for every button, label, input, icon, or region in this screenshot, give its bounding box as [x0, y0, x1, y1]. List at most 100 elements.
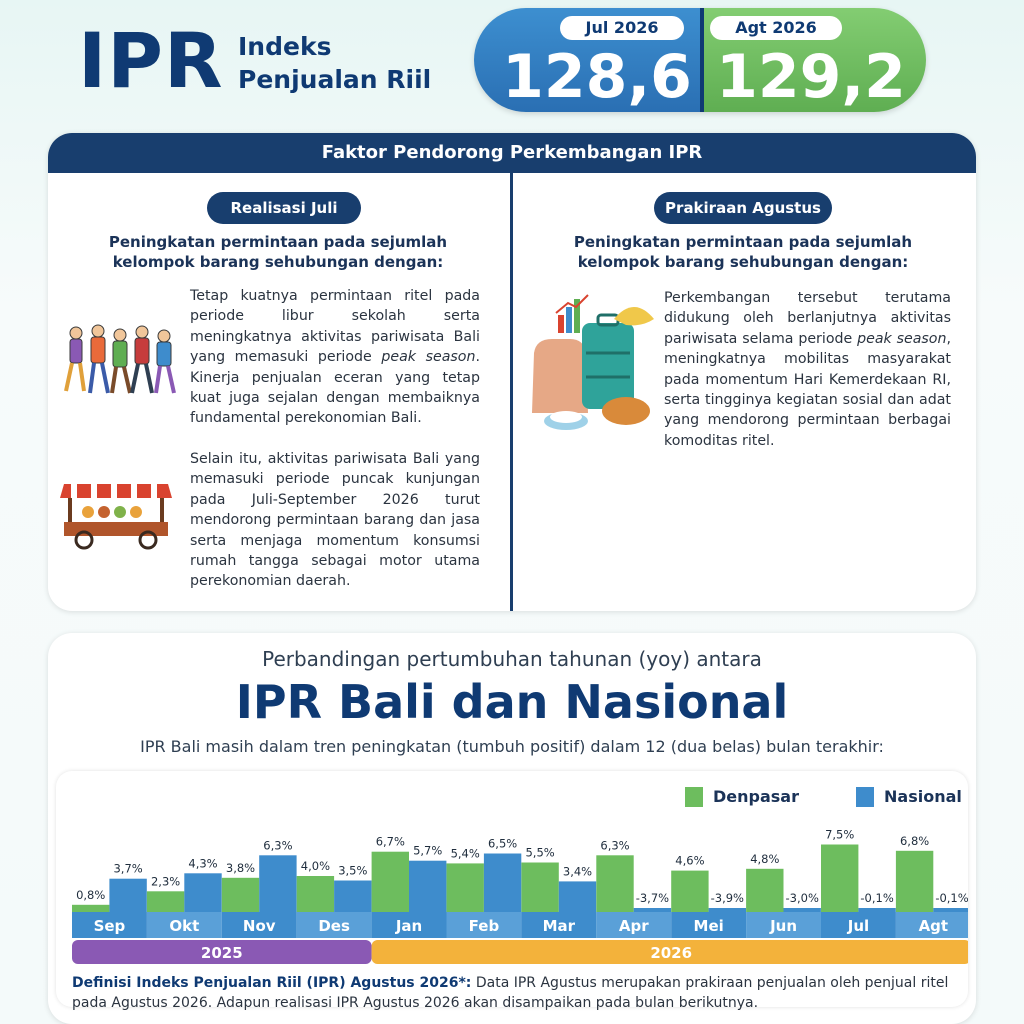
ipr-logo: IPR: [78, 16, 224, 105]
header-subtitle: Indeks Penjualan Riil: [238, 30, 431, 96]
curr-period-label: Agt 2026: [710, 16, 842, 40]
category-band-jul: [821, 912, 896, 938]
category-band-mei: [671, 912, 747, 938]
left-subhead: Peningkatan permintaan pada sejumlah kel…: [108, 233, 448, 271]
category-band-feb: [446, 912, 522, 938]
prev-ipr-value: 128,6: [502, 42, 692, 112]
category-band-okt: [146, 912, 222, 938]
data-label-denpasar-apr: 6,3%: [600, 838, 629, 852]
year-band-2025: [72, 940, 372, 964]
data-label-nasional-feb: 6,5%: [488, 837, 517, 851]
bar-nasional-mei: [708, 908, 746, 912]
data-label-denpasar-jan: 6,7%: [376, 835, 405, 849]
comparison-description: IPR Bali masih dalam tren peningkatan (t…: [140, 737, 884, 756]
year-band-2026: [371, 940, 968, 964]
bar-denpasar-sep: [72, 904, 110, 912]
badge-prakiraan: Prakiraan Agustus: [654, 192, 832, 224]
data-label-denpasar-jun: 4,8%: [750, 852, 779, 866]
bar-denpasar-nov: [221, 877, 260, 912]
category-band-des: [296, 912, 372, 938]
data-label-denpasar-mar: 5,5%: [525, 846, 554, 860]
data-label-denpasar-des: 4,0%: [301, 859, 330, 873]
category-band-nov: [221, 912, 297, 938]
people-walking-icon: [64, 324, 176, 394]
data-label-nasional-nov: 6,3%: [263, 838, 292, 852]
bar-nasional-mar: [558, 881, 597, 912]
pill-divider: [700, 8, 704, 112]
badge-realisasi: Realisasi Juli: [207, 192, 361, 224]
bar-nasional-agt: [933, 908, 968, 912]
category-label-nov: Nov: [243, 917, 276, 935]
left-paragraph-2: Selain itu, aktivitas pariwisata Bali ya…: [190, 451, 480, 590]
data-label-nasional-des: 3,5%: [338, 864, 367, 878]
left-paragraph-1: Tetap kuatnya permintaan ritel pada peri…: [190, 286, 480, 429]
category-band-jun: [746, 912, 821, 938]
right-para1-text-end: , meningkatnya mobilitas masyarakat pada…: [664, 330, 951, 449]
category-band-jan: [371, 912, 447, 938]
category-label-sep: Sep: [94, 917, 126, 935]
factors-title: Faktor Pendorong Perkembangan IPR: [48, 133, 976, 173]
right-para1-emphasis: peak season: [857, 330, 947, 347]
left-para1-text-end: . Kinerja penjualan eceran yang tetap ku…: [190, 349, 480, 427]
category-label-jun: Jun: [769, 917, 797, 935]
category-band-agt: [895, 912, 968, 938]
data-label-denpasar-mei: 4,6%: [675, 854, 704, 868]
factors-card: Faktor Pendorong Perkembangan IPR Realis…: [48, 133, 976, 611]
category-label-okt: Okt: [169, 917, 199, 935]
category-band-apr: [596, 912, 672, 938]
category-label-apr: Apr: [619, 917, 649, 935]
right-paragraph-1: Perkembangan tersebut terutama didukung …: [664, 288, 951, 451]
category-band-mar: [521, 912, 597, 938]
chart-container: Denpasar Nasional 0,8% 3,7% Sep 2,3% 4,3% Okt 3,…: [56, 771, 968, 1007]
category-label-jan: Jan: [395, 917, 422, 935]
data-label-nasional-mar: 3,4%: [563, 864, 592, 878]
category-label-des: Des: [318, 917, 350, 935]
comparison-title: IPR Bali dan Nasional: [235, 675, 789, 729]
yoy-bar-chart: Denpasar Nasional 0,8% 3,7% Sep 2,3% 4,3% Okt 3,…: [72, 787, 968, 964]
left-para1-text: Tetap kuatnya permintaan ritel pada peri…: [190, 288, 480, 366]
retail-goods-icon: [532, 294, 654, 430]
data-label-denpasar-sep: 0,8%: [76, 888, 105, 902]
year-label-2025: 2025: [201, 944, 243, 962]
category-label-agt: Agt: [919, 917, 949, 935]
header-subtitle-line1: Indeks: [238, 32, 332, 61]
category-label-jul: Jul: [847, 917, 869, 935]
data-label-denpasar-okt: 2,3%: [151, 874, 180, 888]
data-label-nasional-agt: -0,1%: [935, 891, 968, 905]
bar-denpasar-feb: [446, 863, 484, 912]
bar-denpasar-jul: [821, 844, 859, 912]
data-label-nasional-apr: -3,7%: [636, 891, 669, 905]
right-para1-text: Perkembangan tersebut terutama didukung …: [664, 290, 951, 347]
definition-heading: Definisi Indeks Penjualan Riil (IPR) Agu…: [72, 975, 472, 991]
definition-note: Definisi Indeks Penjualan Riil (IPR) Agu…: [72, 973, 952, 1013]
food-cart-icon: [60, 484, 172, 550]
data-label-denpasar-agt: 6,8%: [900, 834, 929, 848]
data-label-nasional-jan: 5,7%: [413, 844, 442, 858]
bar-denpasar-agt: [895, 850, 934, 912]
bar-denpasar-jan: [371, 851, 409, 912]
bar-nasional-nov: [259, 855, 297, 912]
data-label-denpasar-nov: 3,8%: [226, 861, 255, 875]
bar-nasional-jun: [783, 908, 821, 912]
bar-denpasar-des: [296, 876, 335, 912]
legend-label-nasional: Nasional: [884, 787, 962, 806]
definition-text: Data IPR Agustus merupakan prakiraan pen…: [72, 975, 949, 1011]
data-label-nasional-sep: 3,7%: [113, 862, 142, 876]
legend-swatch-nasional: [856, 787, 874, 807]
bar-nasional-okt: [184, 873, 222, 912]
right-subhead: Peningkatan permintaan pada sejumlah kel…: [573, 233, 913, 271]
bar-denpasar-okt: [146, 891, 185, 912]
data-label-nasional-okt: 4,3%: [188, 856, 217, 870]
data-label-denpasar-jul: 7,5%: [825, 828, 854, 842]
category-label-feb: Feb: [469, 917, 500, 935]
bar-nasional-apr: [633, 908, 672, 912]
data-label-denpasar-feb: 5,4%: [451, 846, 480, 860]
left-para1-emphasis: peak season: [381, 349, 476, 366]
category-band-sep: [72, 912, 147, 938]
category-label-mar: Mar: [543, 917, 576, 935]
year-label-2026: 2026: [650, 944, 692, 962]
prev-period-label: Jul 2026: [560, 16, 684, 40]
bar-denpasar-jun: [746, 868, 784, 912]
bar-nasional-jan: [409, 860, 447, 912]
legend-swatch-denpasar: [685, 787, 703, 807]
